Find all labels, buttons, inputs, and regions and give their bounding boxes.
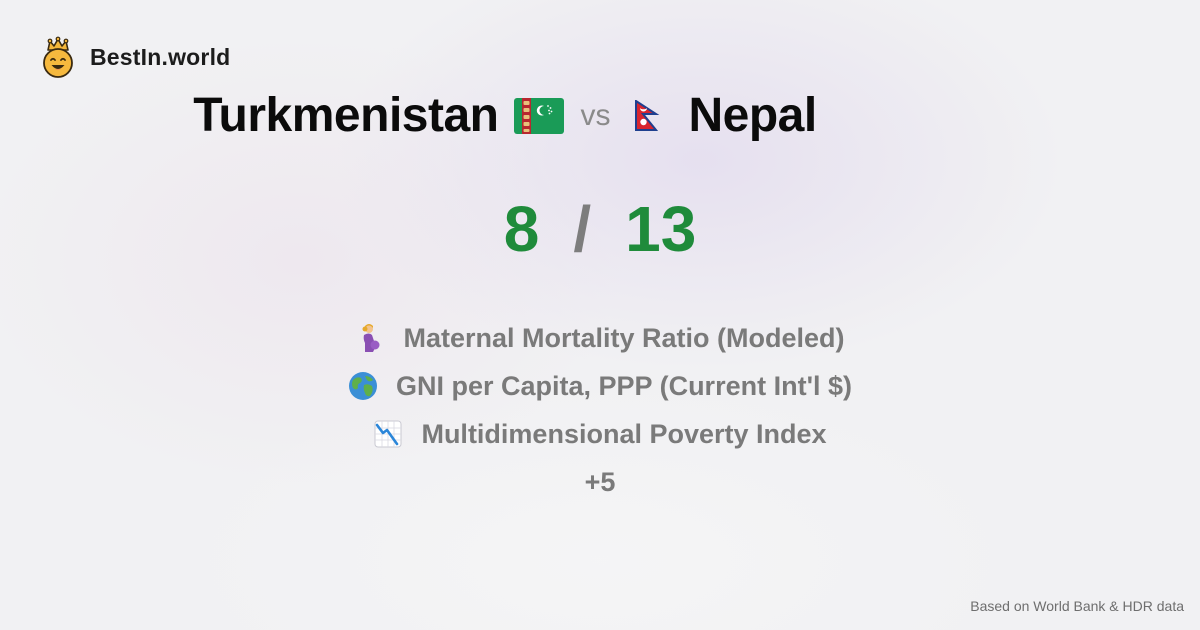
country-b-name[interactable]: Nepal (688, 89, 817, 142)
metric-item[interactable]: Maternal Mortality Ratio (Modeled) (355, 314, 845, 362)
comparison-headline: Turkmenistan vs Nepal (0, 88, 1010, 143)
more-metrics-count[interactable]: +5 (584, 467, 616, 497)
country-a-name[interactable]: Turkmenistan (193, 89, 499, 142)
nepal-flag-icon (635, 99, 660, 131)
turkmenistan-flag-icon (514, 97, 565, 134)
metrics-list: Maternal Mortality Ratio (Modeled) GNI p… (0, 314, 1200, 506)
data-source-note: Based on World Bank & HDR data (970, 598, 1184, 614)
metric-item[interactable]: GNI per Capita, PPP (Current Int'l $) (348, 362, 852, 410)
vs-label: vs (580, 98, 611, 132)
metric-label: Multidimensional Poverty Index (421, 418, 827, 449)
globe-icon (349, 372, 377, 400)
chart-decreasing-icon (374, 420, 402, 448)
score-separator: / (573, 193, 592, 265)
score-country-b: 13 (625, 193, 697, 265)
score: 8 / 13 (0, 192, 1200, 266)
brand-name: BestIn.world (90, 43, 231, 70)
score-country-a: 8 (503, 193, 540, 265)
brand[interactable]: BestIn.world (38, 36, 230, 78)
metric-item[interactable]: Multidimensional Poverty Index (373, 410, 827, 458)
crowned-smiley-icon (43, 36, 73, 78)
pregnant-woman-icon (362, 324, 380, 352)
metric-label: Maternal Mortality Ratio (Modeled) (403, 322, 845, 353)
metric-label: GNI per Capita, PPP (Current Int'l $) (396, 370, 852, 401)
